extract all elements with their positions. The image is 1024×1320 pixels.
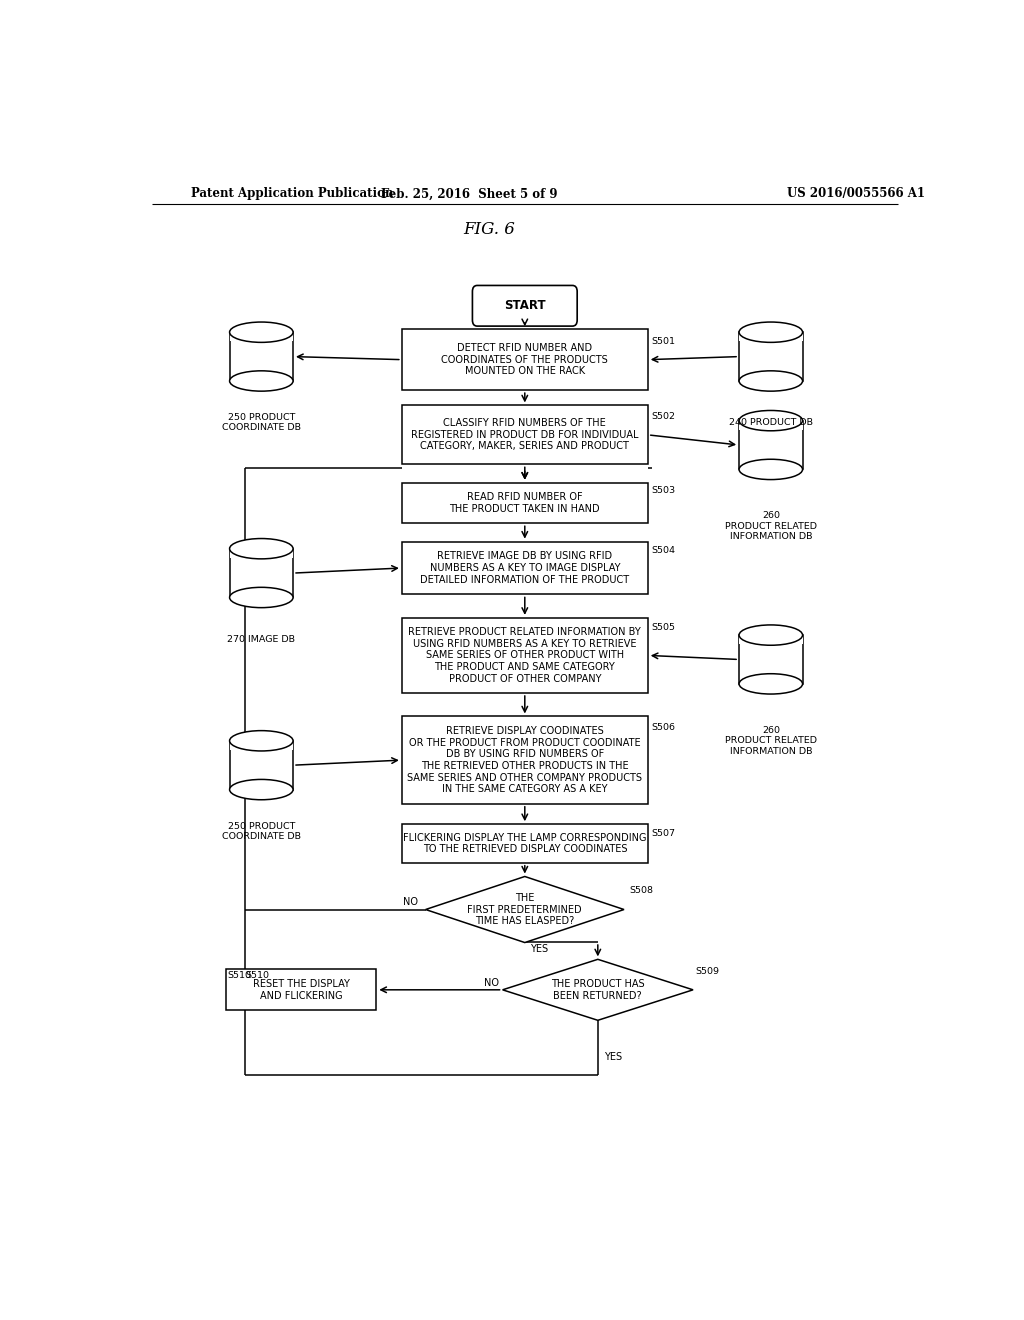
Polygon shape: [426, 876, 624, 942]
Text: FIG. 6: FIG. 6: [463, 220, 515, 238]
Bar: [229, 741, 293, 789]
Text: S508: S508: [630, 886, 653, 895]
Text: YES: YES: [530, 944, 549, 954]
Ellipse shape: [739, 411, 803, 430]
Text: CLASSIFY RFID NUMBERS OF THE
REGISTERED IN PRODUCT DB FOR INDIVIDUAL
CATEGORY, M: CLASSIFY RFID NUMBERS OF THE REGISTERED …: [411, 418, 639, 451]
Text: FLICKERING DISPLAY THE LAMP CORRESPONDING
TO THE RETRIEVED DISPLAY COODINATES: FLICKERING DISPLAY THE LAMP CORRESPONDIN…: [403, 833, 646, 854]
Ellipse shape: [229, 779, 293, 800]
Bar: [225, 969, 377, 1010]
Ellipse shape: [229, 731, 293, 751]
Text: S503: S503: [652, 486, 676, 495]
Bar: [739, 333, 803, 381]
Ellipse shape: [739, 624, 803, 645]
Ellipse shape: [229, 587, 293, 607]
Ellipse shape: [229, 322, 293, 342]
Text: S502: S502: [652, 412, 676, 421]
Bar: [401, 618, 648, 693]
Text: S510: S510: [246, 972, 269, 979]
Bar: [401, 405, 648, 465]
Bar: [739, 635, 803, 684]
Bar: [229, 739, 293, 750]
Bar: [401, 541, 648, 594]
Text: THE
FIRST PREDETERMINED
TIME HAS ELASPED?: THE FIRST PREDETERMINED TIME HAS ELASPED…: [468, 892, 582, 927]
Text: READ RFID NUMBER OF
THE PRODUCT TAKEN IN HAND: READ RFID NUMBER OF THE PRODUCT TAKEN IN…: [450, 492, 600, 513]
Text: RETRIEVE PRODUCT RELATED INFORMATION BY
USING RFID NUMBERS AS A KEY TO RETRIEVE
: RETRIEVE PRODUCT RELATED INFORMATION BY …: [409, 627, 641, 684]
Text: 270 IMAGE DB: 270 IMAGE DB: [227, 635, 295, 644]
Text: S501: S501: [652, 337, 676, 346]
Ellipse shape: [739, 371, 803, 391]
Ellipse shape: [739, 459, 803, 479]
Ellipse shape: [229, 371, 293, 391]
Ellipse shape: [739, 673, 803, 694]
Text: Patent Application Publication: Patent Application Publication: [191, 187, 394, 201]
FancyBboxPatch shape: [472, 285, 578, 326]
Text: 250 PRODUCT
COORDINATE DB: 250 PRODUCT COORDINATE DB: [222, 821, 301, 841]
Bar: [229, 548, 293, 558]
Bar: [401, 717, 648, 804]
Bar: [739, 634, 803, 644]
Ellipse shape: [229, 539, 293, 558]
Polygon shape: [503, 960, 693, 1020]
Text: NO: NO: [484, 978, 500, 987]
Bar: [401, 329, 648, 391]
Bar: [739, 421, 803, 470]
Bar: [401, 824, 648, 863]
Text: Feb. 25, 2016  Sheet 5 of 9: Feb. 25, 2016 Sheet 5 of 9: [381, 187, 557, 201]
Text: NO: NO: [402, 898, 418, 907]
Text: THE PRODUCT HAS
BEEN RETURNED?: THE PRODUCT HAS BEEN RETURNED?: [551, 979, 645, 1001]
Bar: [739, 420, 803, 430]
Text: S509: S509: [695, 968, 720, 975]
Text: RESET THE DISPLAY
AND FLICKERING: RESET THE DISPLAY AND FLICKERING: [253, 979, 349, 1001]
Text: 260
PRODUCT RELATED
INFORMATION DB: 260 PRODUCT RELATED INFORMATION DB: [725, 511, 817, 541]
Text: 250 PRODUCT
COORDINATE DB: 250 PRODUCT COORDINATE DB: [222, 413, 301, 433]
Text: 240 PRODUCT DB: 240 PRODUCT DB: [729, 418, 813, 428]
Bar: [739, 331, 803, 342]
Ellipse shape: [739, 322, 803, 342]
Text: S507: S507: [652, 829, 676, 838]
Text: S506: S506: [652, 723, 676, 733]
Bar: [229, 333, 293, 381]
Text: YES: YES: [604, 1052, 623, 1061]
Text: S505: S505: [652, 623, 676, 632]
Text: DETECT RFID NUMBER AND
COORDINATES OF THE PRODUCTS
MOUNTED ON THE RACK: DETECT RFID NUMBER AND COORDINATES OF TH…: [441, 343, 608, 376]
Text: RETRIEVE IMAGE DB BY USING RFID
NUMBERS AS A KEY TO IMAGE DISPLAY
DETAILED INFOR: RETRIEVE IMAGE DB BY USING RFID NUMBERS …: [420, 552, 630, 585]
Bar: [229, 549, 293, 598]
Text: START: START: [504, 300, 546, 313]
Text: S510: S510: [227, 972, 251, 979]
Bar: [401, 483, 648, 523]
Text: US 2016/0055566 A1: US 2016/0055566 A1: [786, 187, 925, 201]
Text: RETRIEVE DISPLAY COODINATES
OR THE PRODUCT FROM PRODUCT COODINATE
DB BY USING RF: RETRIEVE DISPLAY COODINATES OR THE PRODU…: [408, 726, 642, 795]
Text: S504: S504: [652, 546, 676, 556]
Bar: [229, 331, 293, 342]
Text: 260
PRODUCT RELATED
INFORMATION DB: 260 PRODUCT RELATED INFORMATION DB: [725, 726, 817, 755]
